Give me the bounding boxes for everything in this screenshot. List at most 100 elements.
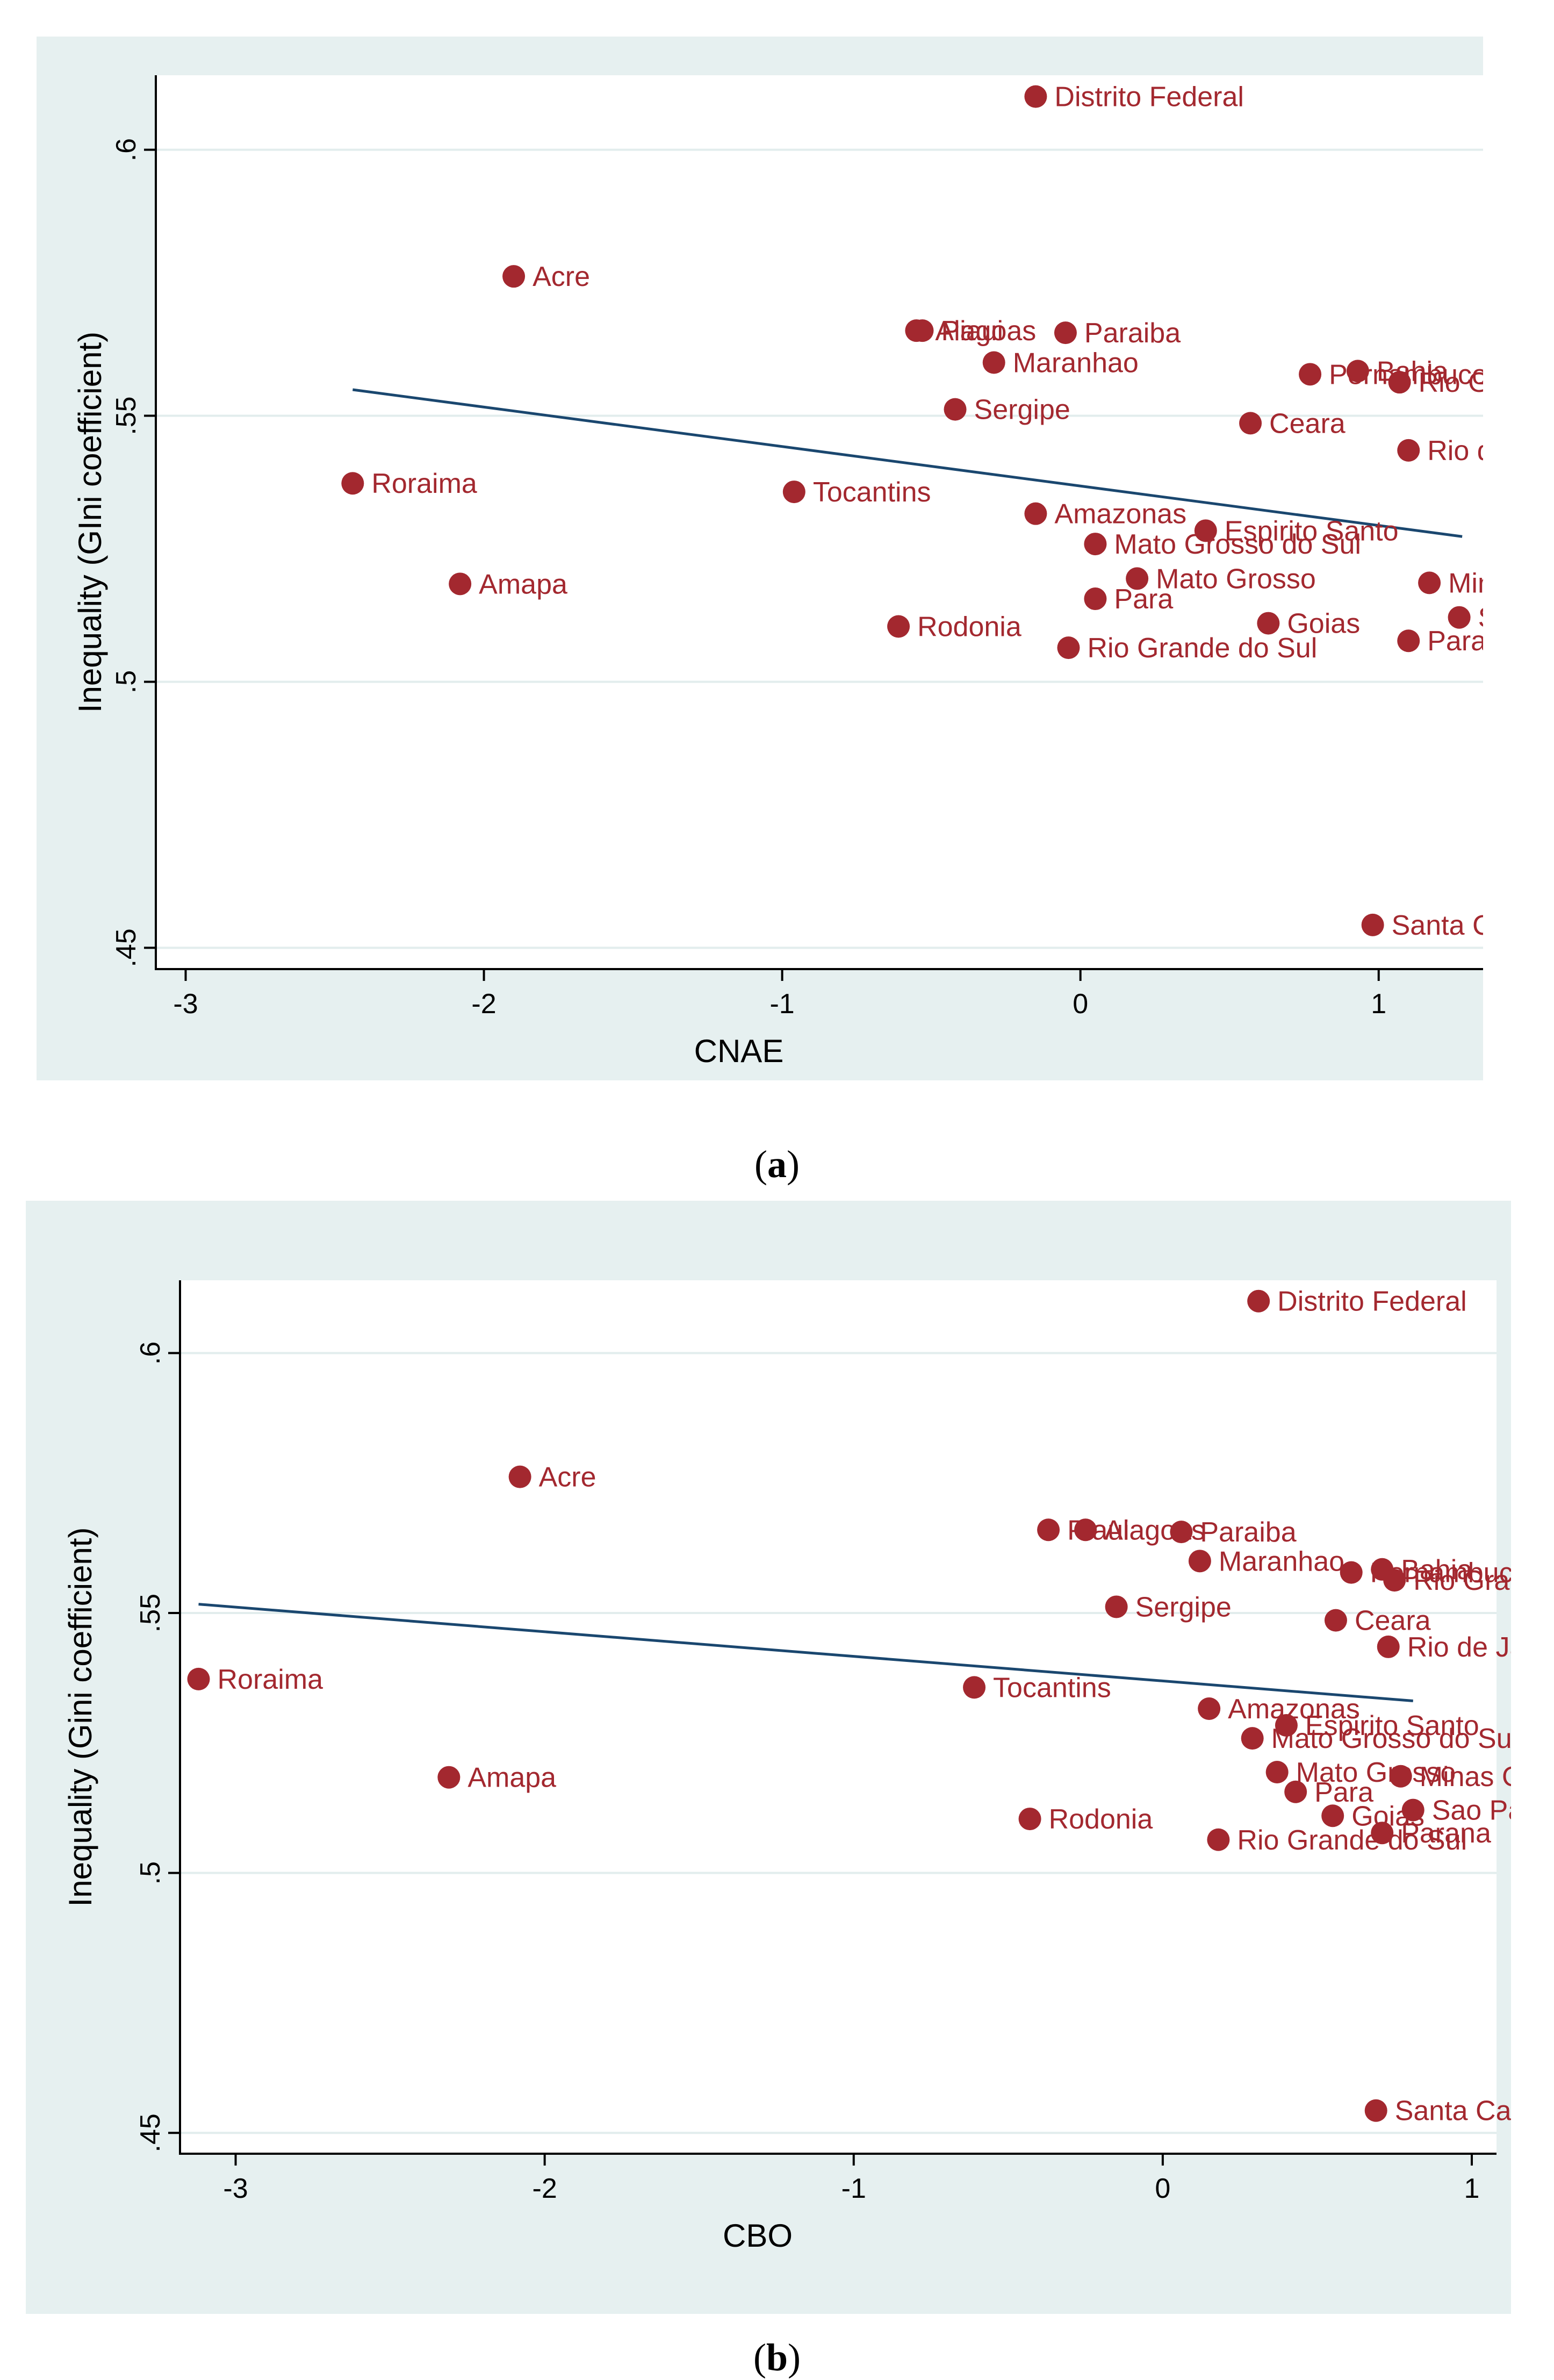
chart-b-point <box>1401 1798 1424 1822</box>
chart-b-point <box>1275 1714 1298 1737</box>
chart-b-point-label: Acre <box>539 1462 596 1493</box>
chart-a-point <box>1194 519 1217 542</box>
chart-b-point <box>1383 1569 1406 1592</box>
chart-a-point-label: Rio de Janeiro <box>1427 435 1554 467</box>
chart-b-x-tick-label: -3 <box>223 2173 248 2204</box>
chart-a-point-label: Paraiba <box>1084 318 1181 349</box>
chart-a-y-tick-label: .6 <box>111 138 142 161</box>
chart-b-y-tick-label: .6 <box>135 1342 166 1365</box>
chart-a-point <box>1084 533 1107 556</box>
chart-b-point <box>1207 1828 1230 1851</box>
chart-a-point-label: Distrito Federal <box>1054 82 1244 113</box>
chart-b-point-label: Sergipe <box>1135 1592 1232 1623</box>
chart-a-point <box>1024 502 1047 525</box>
chart-a-point-label: Sao Paulo <box>1478 603 1554 634</box>
chart-b-plot-area <box>180 1280 1497 2154</box>
chart-a-x-tick-label: -1 <box>769 988 794 1020</box>
chart-a-point-label: Santa Catarina <box>1392 910 1554 941</box>
chart-a-point <box>1418 571 1441 594</box>
chart-a-point <box>1397 629 1420 653</box>
chart-b-y-tick-label: .5 <box>135 1861 166 1884</box>
chart-a-point-label: Amapa <box>479 569 567 600</box>
chart-a-point <box>982 351 1005 374</box>
chart-b-point-label: Minas Gerais <box>1420 1761 1554 1793</box>
chart-b-point-label: Parana <box>1401 1818 1491 1849</box>
chart-b-point <box>1377 1635 1400 1658</box>
chart-b-point <box>508 1465 531 1488</box>
chart-b-point <box>1284 1780 1307 1803</box>
chart-a-point <box>1361 913 1384 936</box>
chart-b-point-label: Rodonia <box>1049 1804 1153 1835</box>
chart-b-point <box>1265 1761 1289 1784</box>
chart-b-point <box>1074 1518 1097 1542</box>
chart-b-point <box>1037 1518 1060 1542</box>
chart-b-point <box>1198 1697 1221 1721</box>
chart-b-fit-line <box>198 1603 1413 1703</box>
chart-a-point-label: Parana <box>1427 626 1517 657</box>
chart-a-point <box>944 398 967 421</box>
chart-b-x-tick-label: -2 <box>533 2173 557 2204</box>
chart-a-y-tick-label: .45 <box>111 928 142 967</box>
chart-a-point-label: Mato Grosso <box>1156 563 1316 594</box>
chart-a-y-axis-title: Inequality (GIni coefficient) <box>72 332 108 713</box>
chart-a-point-label: Ceara <box>1269 408 1346 439</box>
chart-b-point <box>1389 1765 1412 1788</box>
chart-b-point <box>1170 1521 1193 1544</box>
chart-a-point <box>887 615 910 638</box>
chart-b-point <box>1018 1808 1041 1831</box>
chart-b-point <box>1321 1804 1344 1827</box>
chart-a-point <box>1257 612 1280 635</box>
chart-a-point <box>1126 567 1149 590</box>
chart-a-y-tick-label: .5 <box>111 670 142 693</box>
chart-a-x-tick-label: -2 <box>471 988 496 1020</box>
chart-a-point <box>1299 363 1322 386</box>
chart-b-point-label: Mato Grosso do Sul <box>1271 1723 1519 1754</box>
chart-b-point <box>1364 2099 1387 2122</box>
chart-a-x-tick-label: -3 <box>173 988 198 1020</box>
chart-a-point <box>1024 85 1047 108</box>
chart-b-point <box>437 1766 461 1789</box>
chart-b-point-label: Ceara <box>1355 1605 1431 1637</box>
chart-a-point <box>502 265 526 288</box>
chart-b-point-label: Mato Grosso <box>1296 1757 1456 1788</box>
chart-b-point-label: Rio Grande do Sul <box>1237 1825 1467 1856</box>
chart-b-x-tick-label: 0 <box>1155 2173 1170 2204</box>
chart-a-point-label: Rio Grande do Sul <box>1087 633 1317 664</box>
chart-a-point-label: Sergipe <box>974 395 1070 426</box>
chart-a-point <box>1388 371 1411 394</box>
chart-a-point-label: Para <box>1114 584 1173 615</box>
chart-a-point-label: Minas Gerais <box>1448 568 1554 599</box>
chart-b-x-tick-label: -1 <box>841 2173 866 2204</box>
chart-a-point-label: Alagoas <box>935 316 1036 347</box>
chart-a-point <box>1397 439 1420 462</box>
chart-a-point-label: Rio Grande do Norte <box>1419 367 1554 398</box>
chart-b-point <box>1241 1727 1264 1750</box>
chart-a-point-label: Mato Grosso do Sul <box>1114 529 1361 560</box>
chart-a-caption: (a) <box>754 1143 800 1186</box>
chart-a-point-label: Maranhao <box>1013 348 1139 379</box>
chart-b-y-axis-title: Inequality (Gini coefficient) <box>62 1528 98 1907</box>
chart-b-y-tick-label: .45 <box>135 2113 166 2152</box>
chart-a-point-label: Espirito Santo <box>1225 515 1399 547</box>
chart-a-point <box>782 481 805 504</box>
chart-a-point <box>1084 587 1107 611</box>
chart-a-x-tick-label: 0 <box>1073 988 1088 1020</box>
chart-b-point-label: Para <box>1314 1777 1373 1808</box>
chart-b-point-label: Paraiba <box>1200 1517 1296 1548</box>
chart-a-point-label: Amazonas <box>1054 499 1186 530</box>
chart-b-point-label: Amapa <box>467 1762 556 1794</box>
chart-a-point-label: Tocantins <box>813 477 931 508</box>
chart-a-fit-line <box>352 388 1463 538</box>
chart-a-point <box>1239 412 1262 435</box>
chart-a-point-label: Goias <box>1287 608 1360 640</box>
chart-b-point <box>1105 1595 1128 1618</box>
chart-a-x-axis-title: CNAE <box>694 1033 784 1069</box>
chart-b-point <box>1340 1561 1363 1584</box>
chart-b-point-label: Santa Catarina <box>1395 2096 1554 2127</box>
chart-a-point <box>1346 360 1369 383</box>
chart-b-point-label: Distrito Federal <box>1277 1286 1467 1317</box>
chart-a-point-label: Acre <box>533 261 590 292</box>
chart-b-point <box>1247 1289 1270 1313</box>
chart-a-figure: .45 .5 .55 .6 -3 -2 -1 0 1 CNAE Inequality (GIni c… <box>37 37 1554 1080</box>
chart-b-point-label: Rio de Janeiro <box>1407 1632 1554 1663</box>
